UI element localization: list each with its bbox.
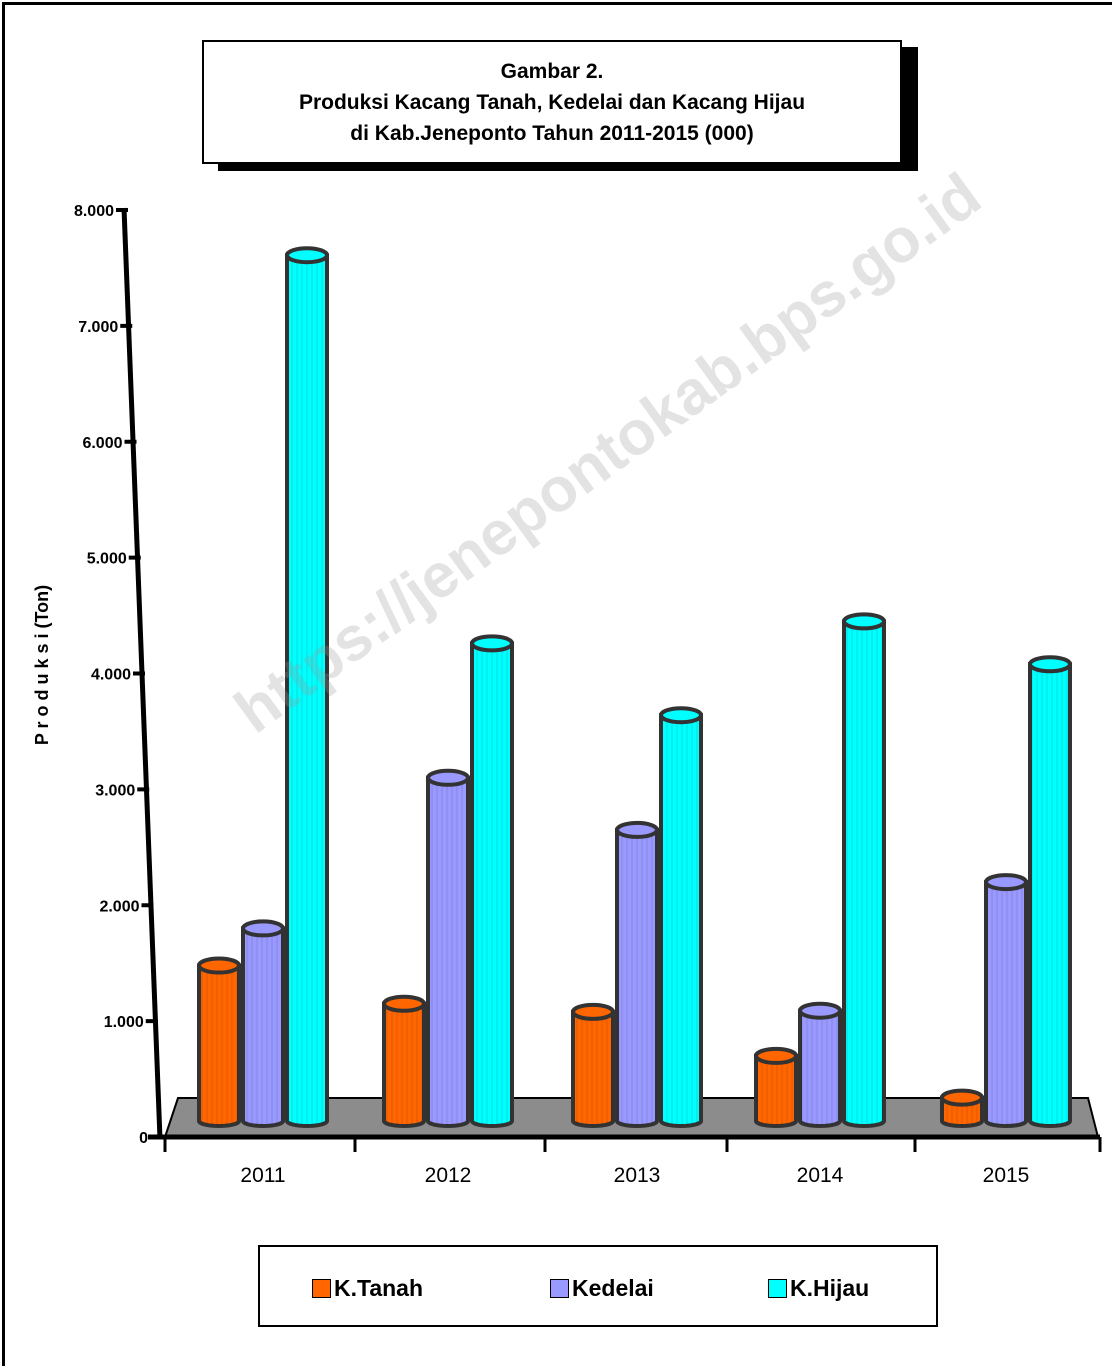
bar-cap (197, 956, 241, 975)
bar-kedelai-2012 (426, 768, 470, 1128)
bar-texture (661, 715, 701, 1126)
bar-cap (984, 873, 1028, 892)
bar-texture (243, 928, 283, 1126)
legend-label-kedelai: Kedelai (572, 1275, 654, 1301)
legend-swatch-k-hijau (768, 1279, 787, 1298)
bar-cap (382, 994, 426, 1013)
bar-ktanah-2011 (197, 956, 241, 1128)
y-tick-label: 5.000 (87, 551, 127, 568)
y-tick-label: 4.000 (91, 667, 131, 684)
x-tick-label: 2015 (983, 1164, 1030, 1187)
bar-texture (428, 777, 468, 1126)
bar-kedelai-2013 (615, 820, 659, 1128)
bar-khijau-2013 (659, 706, 703, 1128)
bar-texture (617, 829, 657, 1126)
chart-title-line1: Gambar 2. (500, 60, 604, 83)
bar-ktanah-2014 (754, 1046, 798, 1128)
y-axis-title: P r o d u k s i (Ton) (32, 585, 52, 745)
bar-khijau-2012 (470, 634, 514, 1128)
bar-cap (798, 1001, 842, 1020)
bar-ktanah-2013 (571, 1002, 615, 1128)
bar-cap (615, 820, 659, 839)
bar-khijau-2014 (842, 612, 886, 1128)
bar-texture (986, 882, 1026, 1126)
bar-texture (472, 643, 512, 1126)
legend-label-k-hijau: K.Hijau (790, 1275, 870, 1301)
bar-cap (842, 612, 886, 631)
bar-cap (571, 1002, 615, 1021)
y-tick-label: 2.000 (99, 898, 139, 915)
y-tick-label: 6.000 (82, 435, 122, 452)
bar-texture (1030, 664, 1070, 1126)
bar-ktanah-2015 (940, 1088, 984, 1128)
bar-texture (199, 965, 239, 1126)
bar-texture (756, 1055, 796, 1126)
bar-cap (470, 634, 514, 653)
legend-item-kedelai: Kedelai (550, 1275, 654, 1302)
bar-khijau-2015 (1028, 655, 1072, 1128)
x-tick-label: 2014 (797, 1164, 844, 1187)
chart-title-line2: Produksi Kacang Tanah, Kedelai dan Kacan… (298, 91, 806, 114)
legend-swatch-kedelai (550, 1279, 569, 1298)
bar-cap (940, 1088, 984, 1107)
bar-texture (287, 255, 327, 1126)
bar-cap (659, 706, 703, 725)
x-tick-label: 2012 (425, 1164, 472, 1187)
y-tick-label: 3.000 (95, 782, 135, 799)
legend: K.Tanah Kedelai K.Hijau (258, 1245, 938, 1327)
legend-item-k-tanah: K.Tanah (312, 1275, 423, 1302)
bar-texture (573, 1011, 613, 1126)
legend-label-k-tanah: K.Tanah (334, 1275, 424, 1301)
legend-item-k-hijau: K.Hijau (768, 1275, 869, 1302)
bar-texture (384, 1003, 424, 1126)
bar-kedelai-2014 (798, 1001, 842, 1128)
x-tick-label: 2013 (614, 1164, 661, 1187)
bar-cap (285, 246, 329, 265)
y-tick-label: 7.000 (78, 319, 118, 336)
bar-kedelai-2015 (984, 873, 1028, 1128)
bar-khijau-2011 (285, 246, 329, 1128)
bar-ktanah-2012 (382, 994, 426, 1128)
y-tick-label: 1.000 (104, 1014, 144, 1031)
chart-title-line3: di Kab.Jeneponto Tahun 2011-2015 (000) (350, 122, 754, 145)
y-tick-label: 8.000 (74, 203, 114, 220)
bar-kedelai-2011 (241, 919, 285, 1128)
bar-cap (754, 1046, 798, 1065)
x-tick-label: 2011 (240, 1164, 285, 1187)
chart-title-box: Gambar 2. Produksi Kacang Tanah, Kedelai… (202, 40, 902, 164)
bar-cap (1028, 655, 1072, 674)
bar-cap (426, 768, 470, 787)
bar-cap (241, 919, 285, 938)
bar-texture (800, 1010, 840, 1126)
legend-swatch-k-tanah (312, 1279, 331, 1298)
bar-texture (844, 621, 884, 1126)
y-tick-label: 0 (139, 1130, 148, 1147)
